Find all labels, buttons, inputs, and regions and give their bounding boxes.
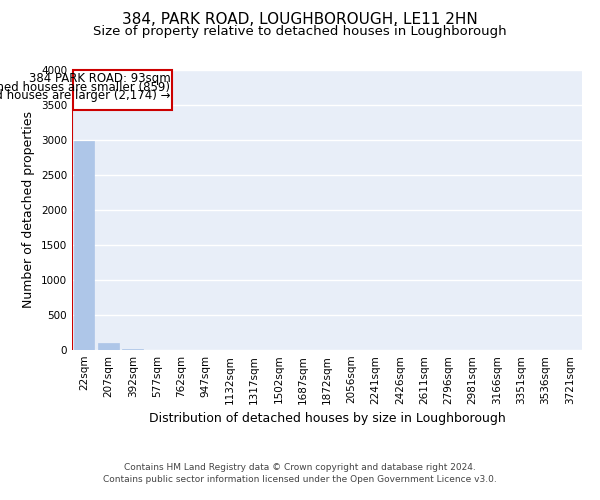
- X-axis label: Distribution of detached houses by size in Loughborough: Distribution of detached houses by size …: [149, 412, 505, 425]
- Text: Contains public sector information licensed under the Open Government Licence v3: Contains public sector information licen…: [103, 475, 497, 484]
- Text: 384 PARK ROAD: 93sqm: 384 PARK ROAD: 93sqm: [29, 72, 170, 85]
- Text: 384, PARK ROAD, LOUGHBOROUGH, LE11 2HN: 384, PARK ROAD, LOUGHBOROUGH, LE11 2HN: [122, 12, 478, 28]
- Text: ← 28% of detached houses are smaller (859): ← 28% of detached houses are smaller (85…: [0, 80, 170, 94]
- Y-axis label: Number of detached properties: Number of detached properties: [22, 112, 35, 308]
- Text: Size of property relative to detached houses in Loughborough: Size of property relative to detached ho…: [93, 25, 507, 38]
- FancyBboxPatch shape: [73, 70, 172, 110]
- Text: 71% of semi-detached houses are larger (2,174) →: 71% of semi-detached houses are larger (…: [0, 89, 170, 102]
- Text: Contains HM Land Registry data © Crown copyright and database right 2024.: Contains HM Land Registry data © Crown c…: [124, 462, 476, 471]
- Bar: [98, 342, 119, 350]
- Bar: [74, 142, 94, 350]
